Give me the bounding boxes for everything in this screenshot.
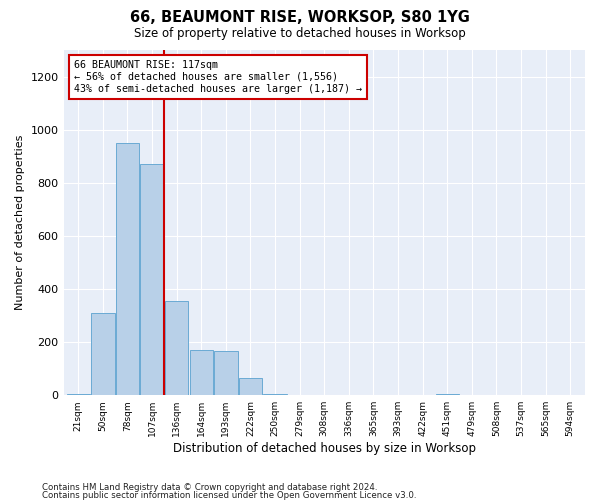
X-axis label: Distribution of detached houses by size in Worksop: Distribution of detached houses by size …	[173, 442, 476, 455]
Bar	[140, 164, 164, 395]
Y-axis label: Number of detached properties: Number of detached properties	[15, 135, 25, 310]
Bar	[165, 301, 188, 395]
Text: Size of property relative to detached houses in Worksop: Size of property relative to detached ho…	[134, 28, 466, 40]
Bar	[263, 394, 287, 395]
Bar	[91, 313, 115, 395]
Text: Contains HM Land Registry data © Crown copyright and database right 2024.: Contains HM Land Registry data © Crown c…	[42, 484, 377, 492]
Bar	[116, 143, 139, 395]
Text: Contains public sector information licensed under the Open Government Licence v3: Contains public sector information licen…	[42, 490, 416, 500]
Bar	[214, 352, 238, 395]
Bar	[190, 350, 213, 395]
Bar	[239, 378, 262, 395]
Text: 66 BEAUMONT RISE: 117sqm
← 56% of detached houses are smaller (1,556)
43% of sem: 66 BEAUMONT RISE: 117sqm ← 56% of detach…	[74, 60, 362, 94]
Bar	[67, 394, 90, 395]
Text: 66, BEAUMONT RISE, WORKSOP, S80 1YG: 66, BEAUMONT RISE, WORKSOP, S80 1YG	[130, 10, 470, 25]
Bar	[436, 394, 459, 395]
